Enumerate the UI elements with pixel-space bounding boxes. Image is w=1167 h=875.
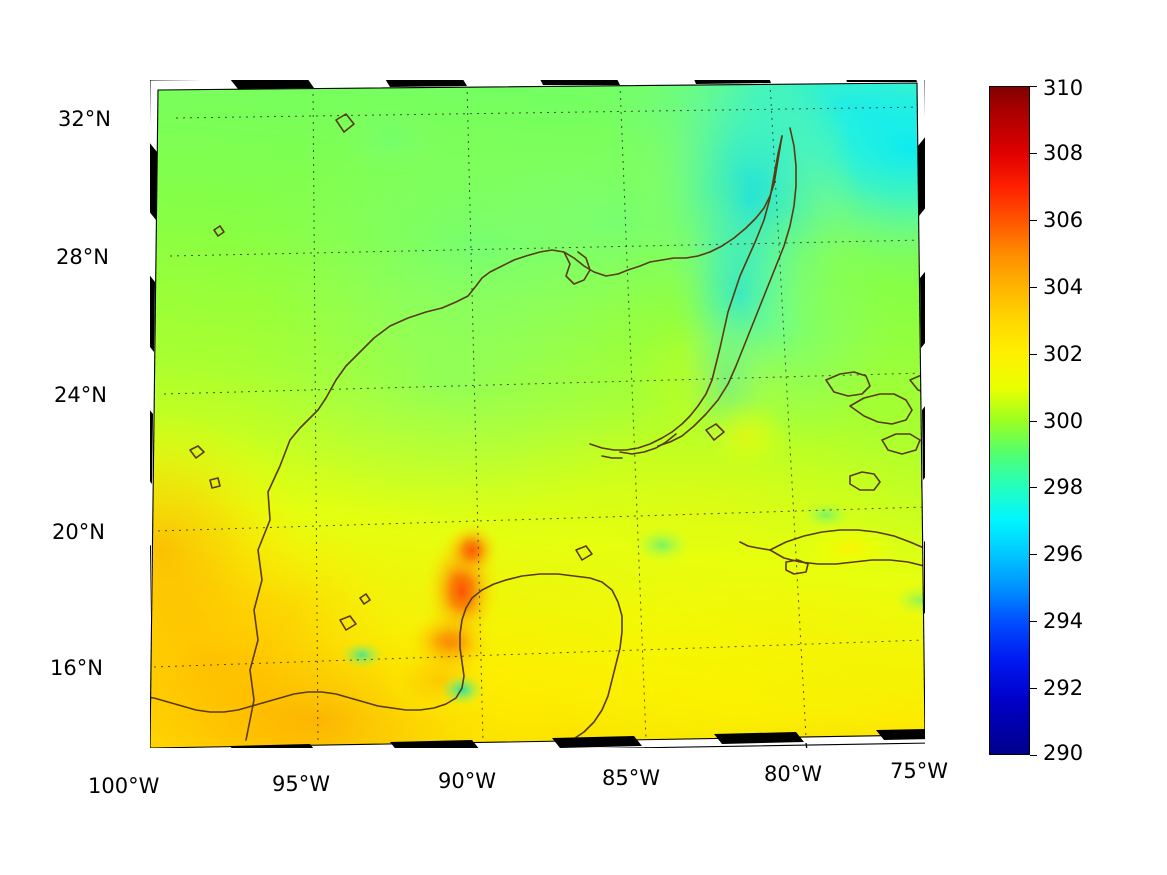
colorbar-label-310: 310 [1043, 76, 1084, 100]
colorbar-tick [1030, 286, 1037, 288]
coastlines [150, 113, 925, 748]
xtick-label-100w: 100°W [88, 774, 160, 798]
xtick-label-95w: 95°W [272, 772, 330, 796]
colorbar-tick [1030, 554, 1037, 556]
xtick-label-80w: 80°W [764, 762, 822, 786]
colorbar-label-308: 308 [1043, 140, 1084, 165]
colorbar-tick [1030, 621, 1037, 623]
colorbar-tick [1030, 219, 1037, 221]
colorbar-label-294: 294 [1043, 609, 1084, 634]
colorbar-tick [1030, 487, 1037, 489]
colorbar-label-296: 296 [1043, 542, 1084, 567]
colorbar-tick [1030, 86, 1037, 87]
colorbar-tick [1030, 353, 1037, 355]
sst-field [150, 83, 925, 748]
map-frame [150, 80, 925, 748]
colorbar-label-306: 306 [1043, 207, 1084, 232]
colorbar-label-304: 304 [1043, 274, 1084, 299]
ytick-label-16n: 16°N [50, 656, 103, 680]
colorbar-label-302: 302 [1043, 341, 1084, 366]
colorbar-tick [1030, 755, 1037, 756]
colorbar-gradient [989, 86, 1030, 755]
xtick-label-90w: 90°W [438, 769, 496, 793]
colorbar-label-300: 300 [1043, 408, 1084, 433]
colorbar: 310 308 306 304 302 300 298 296 294 292 … [989, 76, 1083, 765]
colorbar-label-298: 298 [1043, 475, 1084, 500]
ytick-label-32n: 32°N [58, 107, 111, 131]
xtick-label-75w: 75°W [890, 759, 948, 783]
colorbar-tick [1030, 152, 1037, 154]
ytick-label-24n: 24°N [54, 383, 107, 407]
ytick-label-20n: 20°N [52, 520, 105, 544]
colorbar-label-290: 290 [1043, 741, 1084, 765]
colorbar-tick [1030, 420, 1037, 422]
xtick-label-85w: 85°W [602, 766, 660, 790]
colorbar-label-292: 292 [1043, 676, 1084, 701]
axis-ticks [150, 80, 808, 748]
colorbar-tick [1030, 688, 1037, 690]
map-axes: 16°N 20°N 24°N 28°N 32°N 100°W 95°W 90°W… [50, 80, 948, 798]
map-plot-area [150, 80, 925, 748]
ytick-label-28n: 28°N [56, 245, 109, 269]
